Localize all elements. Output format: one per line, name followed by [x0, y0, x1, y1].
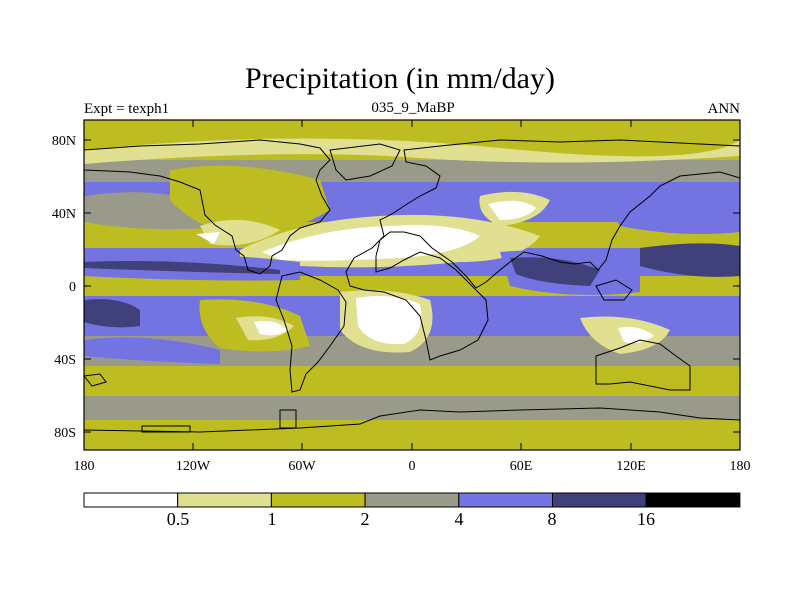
x-tick-180-right: 180: [730, 459, 751, 474]
colorbar-swatch-2: [270, 492, 366, 508]
colorbar: 0.5 1 2 4 8 16: [83, 492, 741, 529]
y-tick-40S: 40S: [54, 353, 76, 368]
precipitation-field: [84, 120, 740, 450]
x-tick-120E: 120E: [616, 459, 646, 474]
coastlines: [84, 139, 740, 433]
y-tick-80S: 80S: [54, 426, 76, 441]
colorbar-swatch-3: [364, 492, 460, 508]
y-tick-40N: 40N: [52, 207, 76, 222]
colorbar-swatch-6: [645, 492, 741, 508]
season-label: ANN: [707, 101, 741, 117]
map-title: Precipitation (in mm/day): [245, 62, 555, 95]
experiment-label: Expt = texph1: [84, 101, 170, 117]
x-tick-60E: 60E: [510, 459, 533, 474]
colorbar-label-16: 16: [637, 509, 655, 529]
colorbar-label-0-5: 0.5: [167, 509, 190, 529]
period-label: 035_9_MaBP: [371, 100, 455, 116]
y-tick-0: 0: [69, 280, 76, 295]
colorbar-swatch-0: [83, 492, 179, 508]
x-tick-60W: 60W: [288, 459, 316, 474]
x-tick-120W: 120W: [176, 459, 211, 474]
colorbar-label-2: 2: [361, 509, 370, 529]
x-tick-0: 0: [409, 459, 416, 474]
x-tick-180-left: 180: [74, 459, 95, 474]
colorbar-label-1: 1: [268, 509, 277, 529]
colorbar-swatch-1: [177, 492, 272, 508]
colorbar-label-8: 8: [548, 509, 557, 529]
colorbar-label-4: 4: [455, 509, 464, 529]
y-tick-80N: 80N: [52, 134, 76, 149]
colorbar-swatch-5: [552, 492, 647, 508]
colorbar-swatch-4: [458, 492, 553, 508]
